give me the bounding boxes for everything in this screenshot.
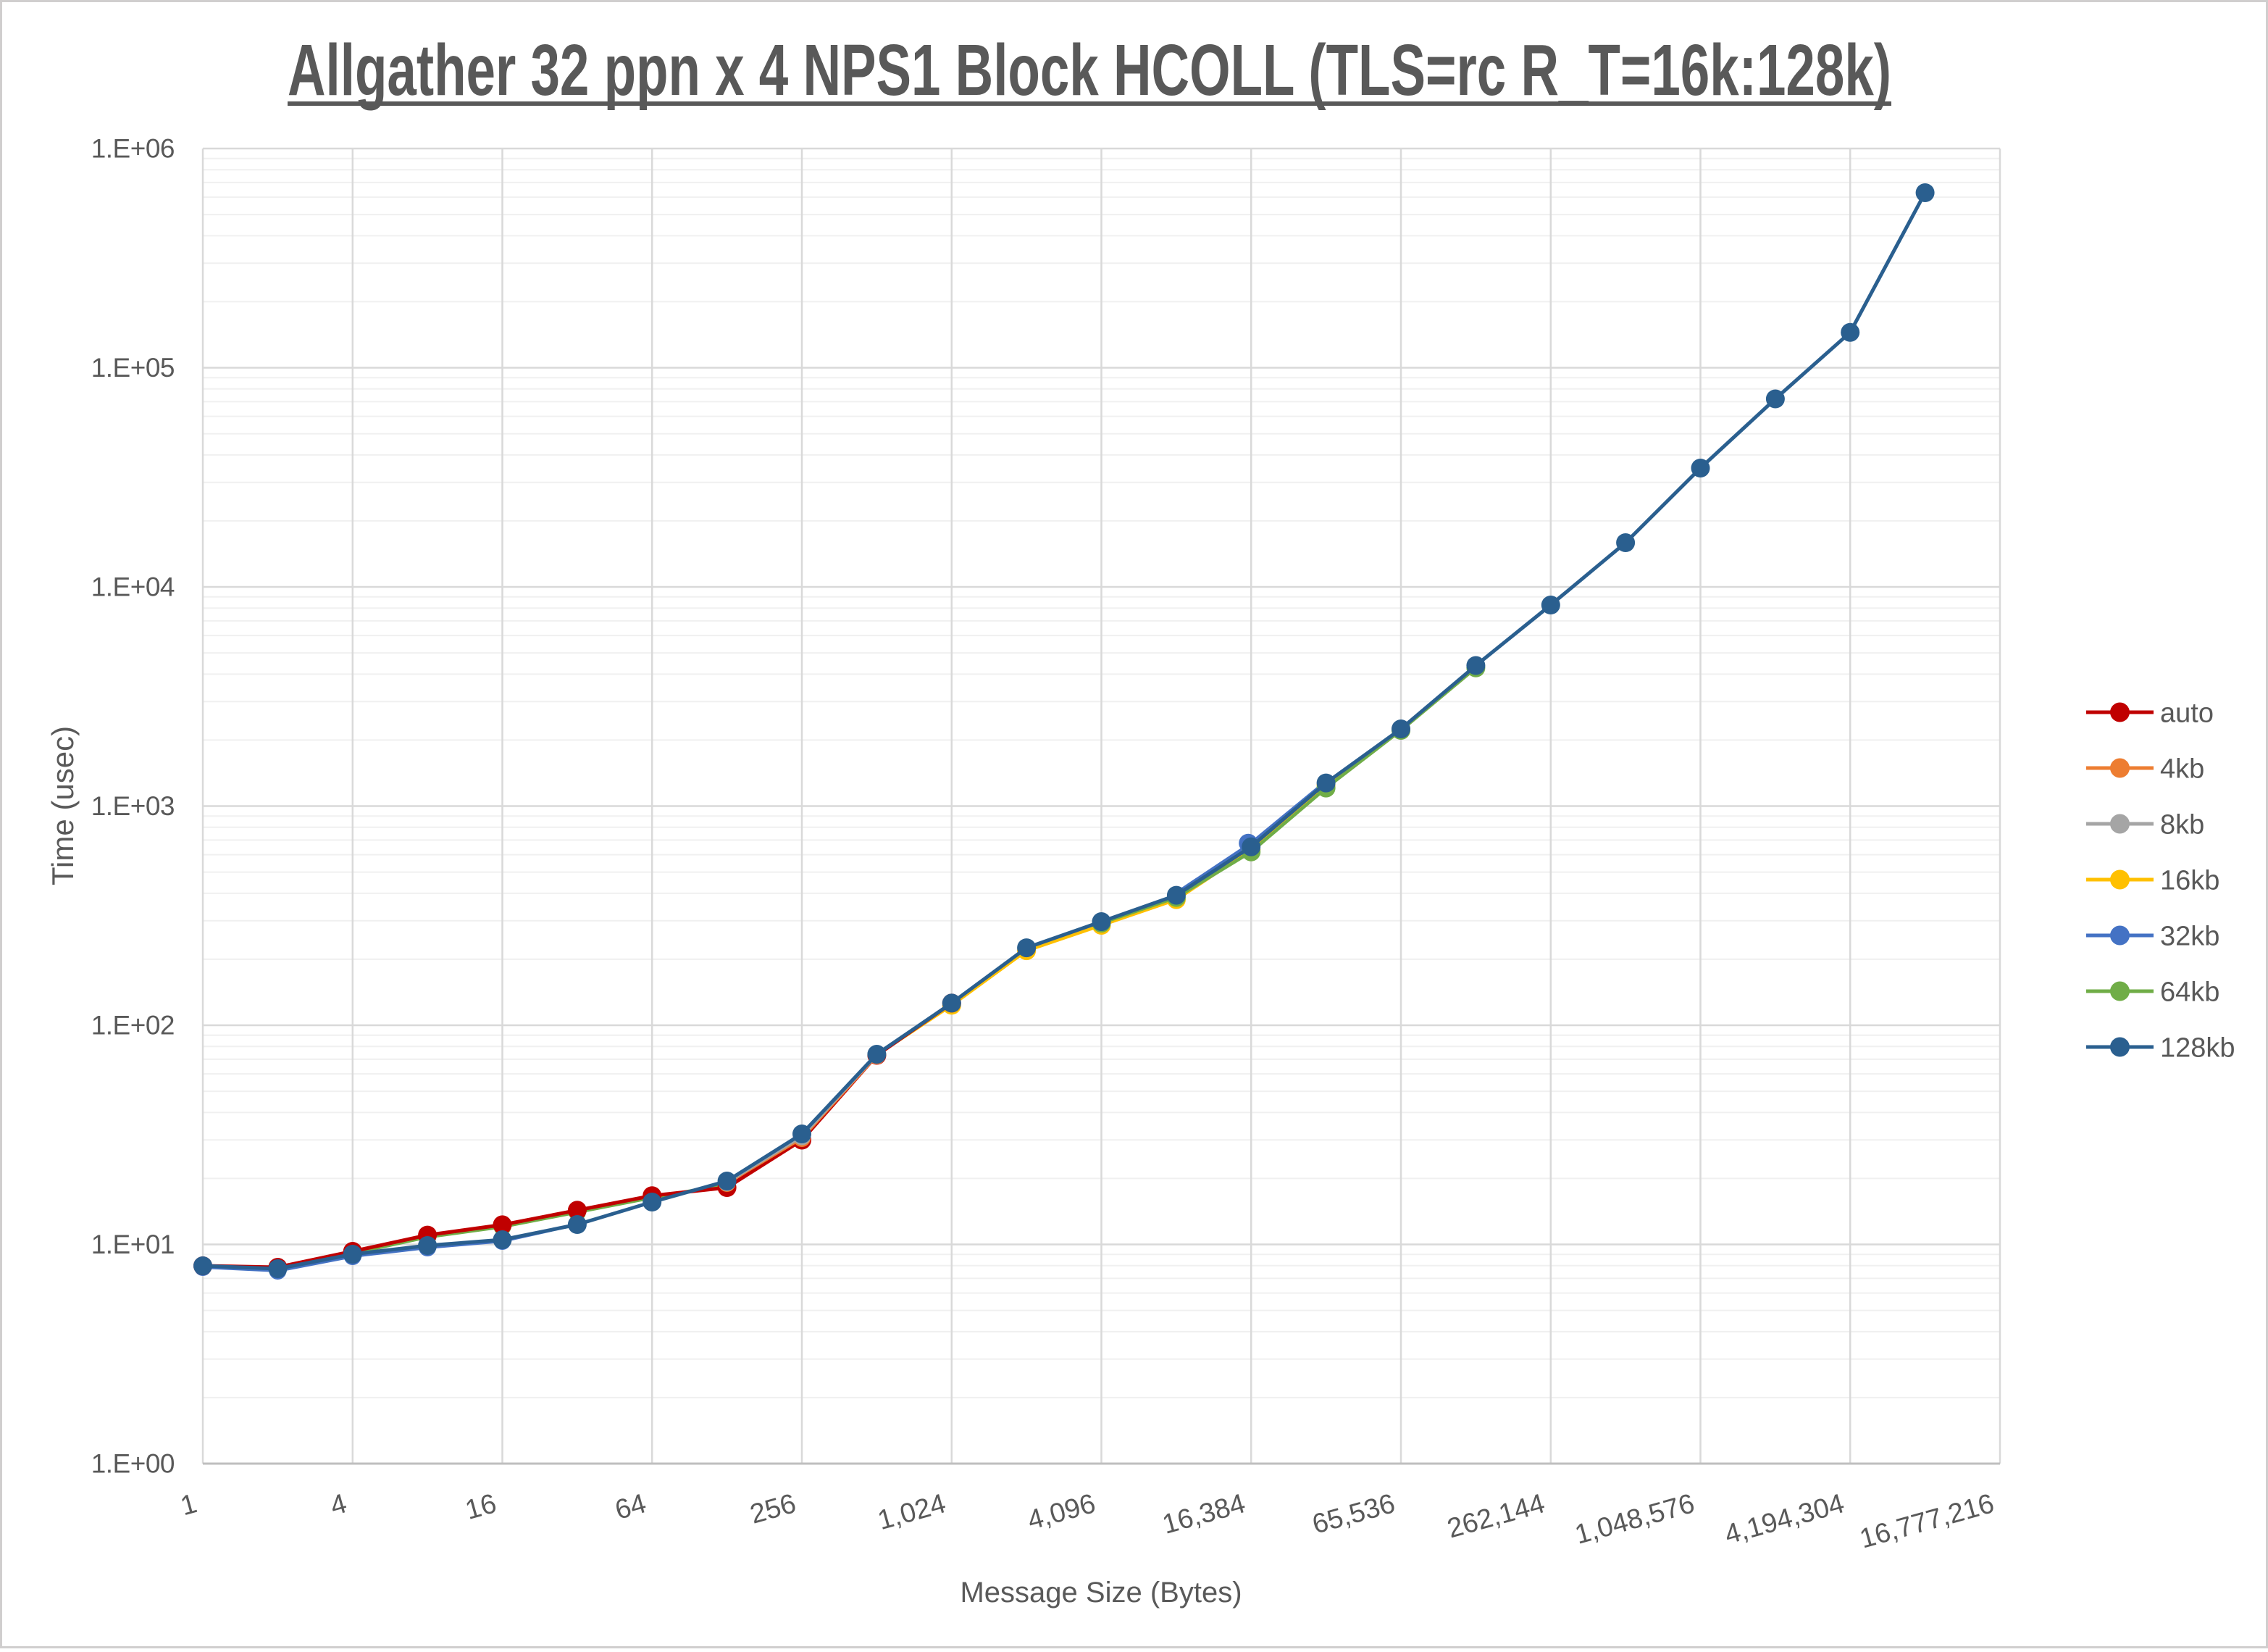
svg-text:1.E+03: 1.E+03 [91, 791, 175, 821]
svg-text:Allgather 32 ppn x 4 NPS1 Bloc: Allgather 32 ppn x 4 NPS1 Block HCOLL (T… [288, 30, 1891, 111]
svg-text:16kb: 16kb [2160, 866, 2219, 896]
svg-text:64kb: 64kb [2160, 977, 2219, 1008]
svg-text:Message Size (Bytes): Message Size (Bytes) [960, 1577, 1242, 1609]
svg-text:8kb: 8kb [2160, 810, 2204, 840]
svg-text:32kb: 32kb [2160, 922, 2219, 952]
svg-text:1.E+02: 1.E+02 [91, 1011, 175, 1040]
svg-text:1.E+06: 1.E+06 [91, 134, 175, 164]
svg-text:1.E+04: 1.E+04 [91, 572, 175, 602]
svg-text:4kb: 4kb [2160, 754, 2204, 785]
svg-text:auto: auto [2160, 698, 2214, 729]
svg-text:1.E+01: 1.E+01 [91, 1230, 175, 1259]
svg-text:128kb: 128kb [2160, 1033, 2235, 1064]
svg-text:1.E+00: 1.E+00 [91, 1449, 175, 1479]
svg-text:Time (usec): Time (usec) [46, 726, 80, 885]
svg-text:1.E+05: 1.E+05 [91, 353, 175, 383]
